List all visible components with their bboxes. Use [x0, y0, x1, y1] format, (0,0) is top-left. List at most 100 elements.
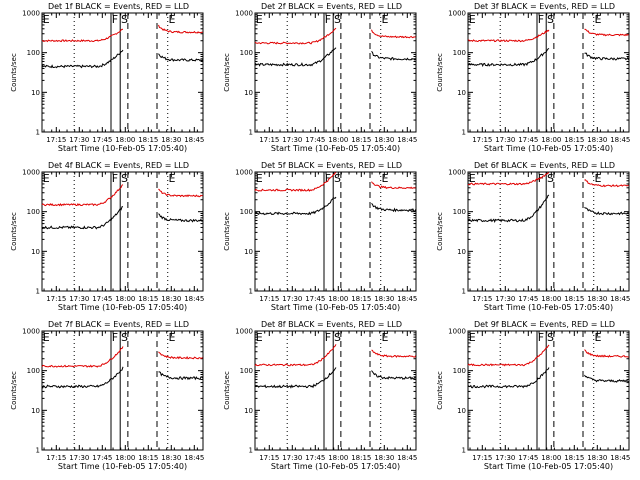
lld-series-segment-2: [584, 179, 629, 188]
y-tick-label: 10: [457, 89, 466, 97]
x-tick-label: 17:15: [472, 454, 492, 462]
x-tick-label: 17:45: [518, 136, 538, 144]
x-tick-label: 18:45: [610, 454, 630, 462]
y-tick-label: 1000: [235, 328, 253, 336]
panel-5: Det 5f BLACK = Events, RED = LLD 1 10 100 10…: [223, 161, 417, 312]
x-tick-label: 17:15: [472, 295, 492, 303]
y-tick-label: 100: [453, 49, 466, 57]
events-series-segment-1: [41, 366, 124, 389]
interval-marker-s: S: [334, 331, 341, 344]
x-tick-label: 18:15: [564, 136, 584, 144]
interval-marker-f: F: [325, 331, 331, 344]
panel-title: Det 8f BLACK = Events, RED = LLD: [261, 320, 402, 329]
x-tick-label: 18:30: [587, 454, 607, 462]
lld-series-segment-2: [158, 351, 203, 360]
y-tick-label: 1000: [235, 10, 253, 18]
events-series-segment-1: [254, 367, 337, 389]
lld-series-segment-1: [467, 29, 550, 43]
events-series-segment-2: [371, 203, 417, 213]
x-tick-label: 18:15: [564, 454, 584, 462]
interval-marker-e: E: [169, 172, 176, 185]
x-tick-label: 18:15: [351, 295, 371, 303]
x-tick-label: 17:30: [495, 295, 515, 303]
panel-title: Det 1f BLACK = Events, RED = LLD: [48, 2, 189, 11]
events-series-segment-1: [467, 47, 550, 68]
events-series-segment-2: [158, 213, 203, 223]
x-tick-label: 17:15: [472, 136, 492, 144]
interval-marker-e: E: [43, 172, 50, 185]
panel-3: Det 3f BLACK = Events, RED = LLD 1 10 100 10…: [436, 2, 630, 153]
y-tick-label: 10: [244, 248, 253, 256]
plot-frame: [41, 330, 204, 451]
x-tick-label: 18:45: [184, 136, 204, 144]
plot-frame: [254, 12, 417, 133]
plot-frame: [41, 171, 204, 292]
x-tick-label: 17:30: [282, 136, 302, 144]
panel-8: Det 8f BLACK = Events, RED = LLD 1 10 100 10…: [223, 320, 417, 471]
x-tick-label: 17:30: [69, 454, 89, 462]
x-tick-label: 17:15: [46, 136, 66, 144]
interval-marker-s: S: [547, 172, 554, 185]
lld-series-segment-2: [371, 29, 416, 39]
plot-frame: [467, 12, 630, 133]
x-tick-label: 18:45: [184, 454, 204, 462]
y-axis-label: Counts/sec: [10, 212, 18, 251]
events-series-segment-2: [584, 374, 630, 383]
interval-marker-e: E: [43, 331, 50, 344]
plot-frame: [254, 330, 417, 451]
x-tick-label: 18:45: [184, 295, 204, 303]
plot-frame: [41, 12, 204, 133]
interval-marker-f: F: [112, 13, 118, 26]
x-tick-label: 18:00: [328, 454, 348, 462]
x-tick-label: 17:30: [282, 454, 302, 462]
panel-1: Det 1f BLACK = Events, RED = LLD 1 10 100 10…: [10, 2, 204, 153]
events-series-segment-1: [41, 49, 124, 69]
x-tick-label: 18:45: [610, 295, 630, 303]
interval-marker-s: S: [121, 331, 128, 344]
x-tick-label: 17:45: [518, 454, 538, 462]
y-tick-label: 1: [249, 447, 253, 455]
y-tick-label: 10: [31, 407, 40, 415]
y-tick-label: 100: [27, 208, 40, 216]
x-axis-label: Start Time (10-Feb-05 17:05:40): [271, 144, 400, 153]
y-axis-label: Counts/sec: [223, 53, 231, 92]
x-tick-label: 17:45: [92, 454, 112, 462]
panel-6: Det 6f BLACK = Events, RED = LLD 1 10 100 10…: [436, 161, 630, 312]
x-tick-label: 18:00: [541, 454, 561, 462]
panel-title: Det 5f BLACK = Events, RED = LLD: [261, 161, 402, 170]
x-axis-label: Start Time (10-Feb-05 17:05:40): [58, 462, 187, 471]
x-tick-label: 17:30: [69, 295, 89, 303]
events-series-segment-2: [371, 51, 417, 61]
y-tick-label: 1: [462, 129, 466, 137]
y-tick-label: 1000: [448, 169, 466, 177]
x-tick-label: 18:15: [138, 454, 158, 462]
events-series-segment-1: [467, 194, 550, 224]
interval-marker-e: E: [43, 13, 50, 26]
y-tick-label: 1000: [22, 10, 40, 18]
lld-series-segment-1: [41, 346, 124, 368]
y-tick-label: 10: [31, 248, 40, 256]
x-tick-label: 18:15: [351, 454, 371, 462]
y-axis-label: Counts/sec: [223, 371, 231, 410]
events-series-segment-2: [158, 53, 204, 62]
y-tick-label: 1: [249, 288, 253, 296]
y-tick-label: 10: [244, 89, 253, 97]
x-tick-label: 17:45: [305, 454, 325, 462]
y-tick-label: 1: [36, 129, 40, 137]
lld-series-segment-2: [158, 24, 203, 34]
lld-series-segment-2: [584, 349, 629, 358]
panel-title: Det 4f BLACK = Events, RED = LLD: [48, 161, 189, 170]
x-tick-label: 18:30: [587, 136, 607, 144]
y-tick-label: 1000: [448, 10, 466, 18]
interval-marker-e: E: [469, 331, 476, 344]
y-tick-label: 1000: [22, 328, 40, 336]
interval-marker-s: S: [121, 13, 128, 26]
x-tick-label: 17:15: [46, 454, 66, 462]
lld-series-segment-1: [254, 344, 337, 367]
plot-frame: [467, 330, 630, 451]
interval-marker-e: E: [469, 172, 476, 185]
lld-series-segment-2: [158, 188, 203, 198]
interval-marker-f: F: [538, 172, 544, 185]
x-tick-label: 17:45: [92, 295, 112, 303]
